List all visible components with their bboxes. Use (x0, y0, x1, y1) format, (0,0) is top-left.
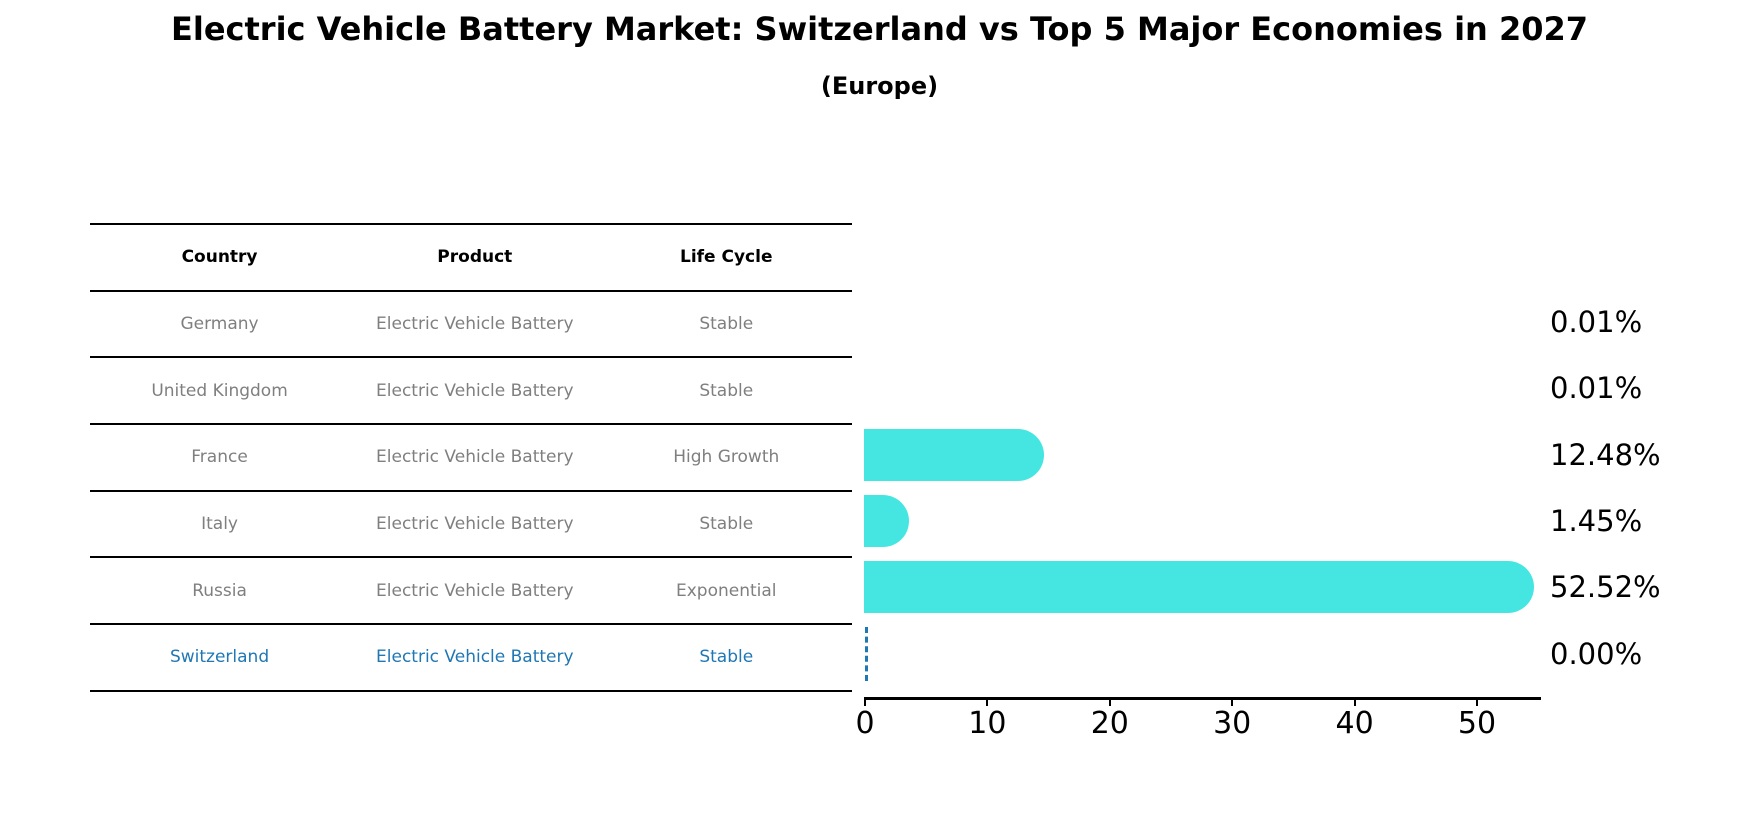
table-cell-country: France (191, 447, 248, 468)
table-cell-product: Electric Vehicle Battery (376, 447, 574, 468)
tick-label: 40 (1335, 706, 1374, 741)
tick-label: 30 (1213, 706, 1252, 741)
table-header-product: Product (437, 247, 513, 268)
bar-chart: 0 10 20 30 40 50 (855, 289, 1541, 741)
tick-mark (1353, 697, 1356, 706)
table-cell-life-cycle: Stable (699, 380, 754, 401)
tick-mark (864, 697, 866, 706)
table-cell-country: Switzerland (169, 647, 270, 668)
table-row: Germany Electric Vehicle Battery Stable (90, 289, 852, 357)
value-label: 0.01% (1550, 371, 1643, 406)
tick-label: 20 (1090, 706, 1129, 741)
chart-bar (864, 495, 909, 548)
table-cell-product: Electric Vehicle Battery (376, 380, 574, 401)
table-row: Switzerland Electric Vehicle Battery Stabl… (90, 623, 852, 690)
table-row: France Electric Vehicle Battery High Growt… (90, 423, 852, 490)
comparison-table: Country Product Life Cycle Germany Electr… (90, 223, 852, 692)
value-label: 0.00% (1550, 636, 1643, 671)
table-header-country: Country (181, 247, 258, 268)
table-header-life-cycle: Life Cycle (680, 247, 773, 268)
table-cell-life-cycle: Exponential (675, 580, 777, 601)
tick-mark (1108, 697, 1111, 706)
table-row: Russia Electric Vehicle Battery Exponentia… (90, 556, 852, 623)
table-cell-country: Russia (192, 580, 247, 601)
tick-mark (986, 697, 989, 706)
table-cell-life-cycle: Stable (699, 647, 754, 668)
page-title: Electric Vehicle Battery Market: Switzer… (170, 10, 1589, 48)
tick-mark (1231, 697, 1234, 706)
table-cell-life-cycle: Stable (699, 514, 754, 535)
tick-label: 0 (855, 706, 875, 741)
tick-label: 50 (1457, 706, 1497, 741)
value-label: 0.01% (1550, 305, 1643, 340)
value-label: 52.52% (1550, 570, 1661, 605)
table-cell-product: Electric Vehicle Battery (376, 314, 574, 335)
table-row: Italy Electric Vehicle Battery Stable (90, 489, 852, 557)
table-row: United Kingdom Electric Vehicle Battery St… (90, 356, 852, 423)
table-cell-country: United Kingdom (151, 380, 288, 401)
table-cell-product: Electric Vehicle Battery (376, 580, 574, 601)
reference-line (865, 626, 868, 681)
value-label: 12.48% (1550, 437, 1661, 472)
table-cell-country: Italy (201, 514, 238, 535)
chart-bar (864, 428, 1044, 481)
chart-bar (864, 561, 1534, 614)
table-header-row: Country Product Life Cycle (90, 223, 852, 290)
tick-label: 10 (968, 706, 1007, 741)
value-label: 1.45% (1550, 504, 1643, 539)
table-cell-product: Electric Vehicle Battery (376, 647, 574, 668)
table-cell-country: Germany (180, 314, 259, 335)
table-cell-life-cycle: High Growth (673, 447, 780, 468)
tick-mark (1476, 697, 1478, 706)
table-cell-product: Electric Vehicle Battery (376, 514, 574, 535)
page-subtitle: (Europe) (820, 72, 939, 100)
table-body: Germany Electric Vehicle Battery Stable Uni… (90, 289, 852, 690)
table-cell-life-cycle: Stable (699, 314, 754, 335)
